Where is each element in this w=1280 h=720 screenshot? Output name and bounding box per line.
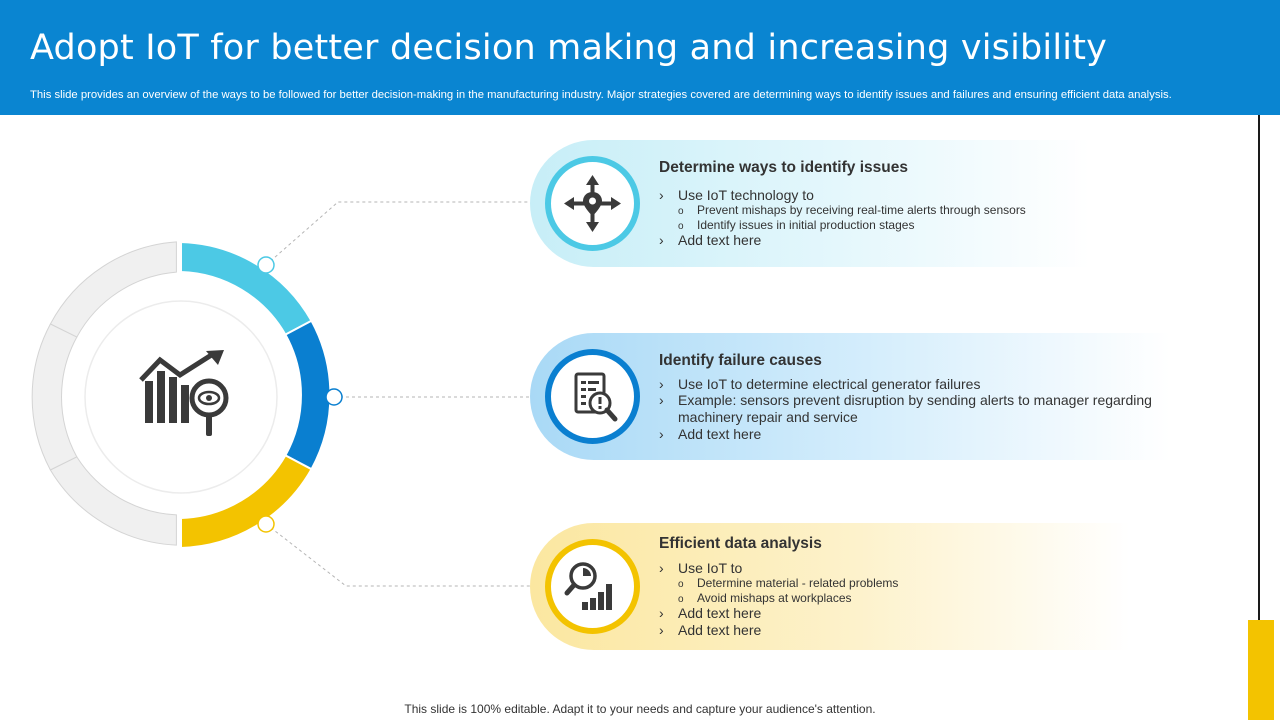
connector-dot-2 [325,388,343,406]
sub-bullet: o Identify issues in initial production s… [678,218,915,232]
ring-segment-blue [284,319,332,471]
card-title: Identify failure causes [659,352,822,369]
icon-badge [545,349,640,444]
card-title: Efficient data analysis [659,535,822,552]
page-title: Adopt IoT for better decision making and… [30,28,1108,68]
right-accent-bar [1248,620,1274,720]
bullet: › Add text here [659,426,762,442]
report-magnifier-icon [574,372,618,422]
bullet: › Add text here [659,622,762,638]
sub-bullet: o Prevent mishaps by receiving real-time … [678,203,1026,217]
icon-badge [545,539,640,634]
bullet: › Use IoT to determine electrical generat… [659,376,981,392]
bullet: › Add text here [659,232,762,248]
connector-3 [265,523,530,587]
header-banner: Adopt IoT for better decision making and… [0,0,1280,115]
ring-segment-gray-3 [49,456,177,546]
strategy-card-data-analysis: Efficient data analysis › Use IoT to o Det… [530,523,1130,650]
bullet: › Use IoT to [659,560,743,576]
connector-1 [265,201,530,266]
connector-dot-3 [257,515,275,533]
bullet: › Example: sensors prevent disruption by … [659,392,1152,408]
connector-dot-1 [257,256,275,274]
analytics-magnifier-icon [564,562,612,610]
strategy-card-failure-causes: Identify failure causes › Use IoT to dete… [530,333,1170,460]
page-subtitle: This slide provides an overview of the w… [30,89,1172,101]
card-title: Determine ways to identify issues [659,159,908,176]
icon-badge [545,156,640,251]
ring-segment-yellow [180,454,313,550]
bullet: › Use IoT technology to [659,187,814,203]
growth-chart-eye-icon [139,350,229,436]
ring-segment-gray-2 [31,323,78,471]
bullet-continuation: machinery repair and service [678,409,858,425]
sub-bullet: o Determine material - related problems [678,576,899,590]
bullet: › Add text here [659,605,762,621]
sub-bullet: o Avoid mishaps at workplaces [678,591,852,605]
strategy-card-identify-issues: Determine ways to identify issues › Use I… [530,140,1090,267]
right-divider [1258,115,1260,620]
footer-note: This slide is 100% editable. Adapt it to… [404,702,876,716]
location-arrows-icon [564,175,621,232]
ring-diagram [31,201,530,587]
